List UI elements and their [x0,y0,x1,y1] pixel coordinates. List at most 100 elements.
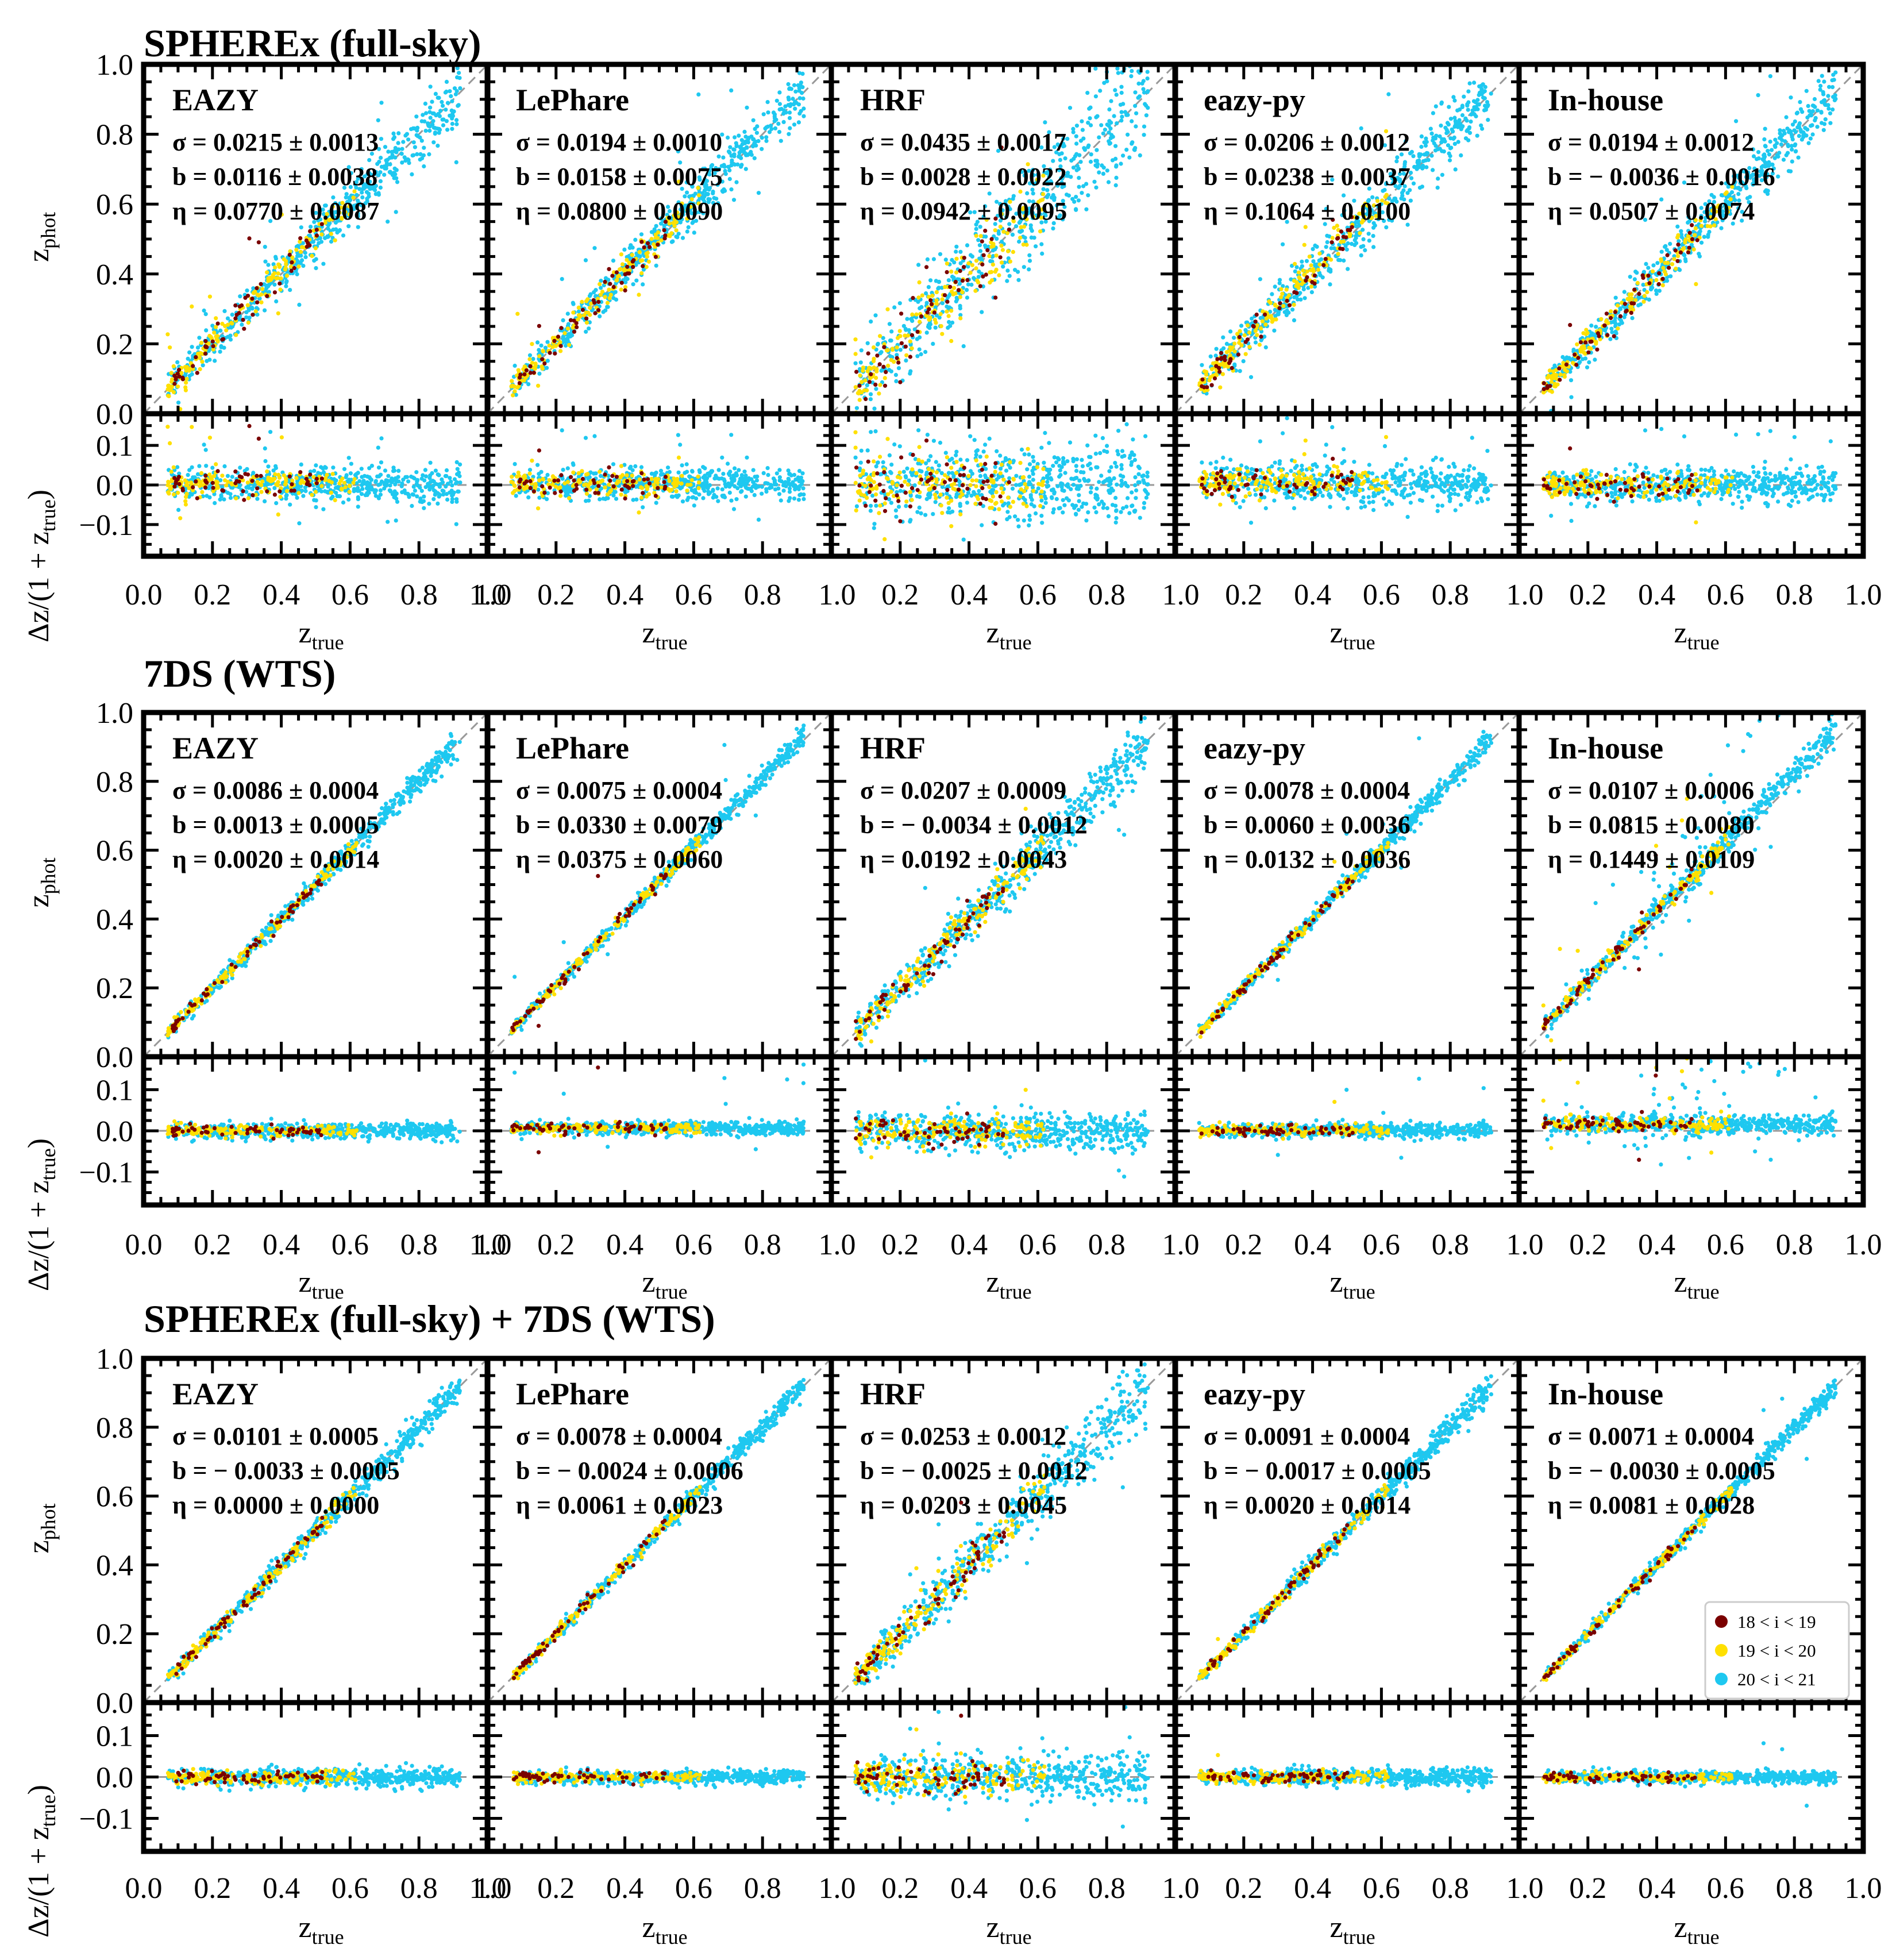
residual-point [522,473,527,478]
residual-point [356,495,360,500]
data-point [953,280,958,284]
residual-point [1011,478,1016,482]
data-point [676,200,681,205]
residual-point [571,461,575,466]
residual-point [1114,464,1119,469]
residual-point [1016,518,1020,522]
data-point [741,149,746,154]
data-point [926,323,931,328]
residual-point [1042,460,1046,465]
residual-point [1133,475,1138,480]
data-point [455,75,460,80]
residual-point [1062,488,1066,493]
data-point [378,179,383,183]
data-point [1007,274,1012,278]
residual-point [983,442,988,447]
data-point [914,312,919,317]
residual-point [333,498,337,503]
residual-point [911,453,915,457]
data-point [625,271,630,276]
residual-point [176,491,180,495]
residual-point [754,486,758,490]
residual-point [346,497,351,502]
residual-point [253,492,258,497]
data-point [450,99,454,103]
data-point [978,225,982,229]
residual-point [753,475,757,479]
residual-point [1027,513,1032,518]
residual-point [868,509,873,513]
data-point [423,129,428,133]
residual-point [1008,460,1012,464]
data-point [456,103,460,108]
residual-point [565,466,570,471]
residual-point [450,491,455,496]
data-point [904,358,908,363]
data-point [875,353,880,358]
residual-point [284,493,289,498]
residual-point [290,482,294,487]
data-point [214,316,218,321]
data-point [406,157,410,161]
residual-point [928,454,933,459]
y-axis-label-dz: Δz/(1 + ztrue) [22,490,60,642]
residual-point [428,460,433,465]
residual-point [878,503,882,508]
residual-point [427,485,432,490]
residual-point [284,496,288,501]
data-point [1114,93,1119,97]
residual-point [881,460,885,465]
data-point [313,246,318,251]
residual-point [999,486,1004,491]
residual-point [993,484,997,488]
data-point [309,225,313,229]
residual-point [354,481,359,486]
data-point [793,106,797,111]
residual-point [369,478,374,482]
residual-point [1130,504,1134,509]
data-point [274,276,279,281]
residual-point [722,477,726,482]
data-point [646,259,652,264]
residual-point [582,483,587,487]
data-point [207,346,212,351]
residual-point [1038,503,1043,509]
data-point [190,304,194,309]
residual-point [987,485,992,490]
residual-point [510,480,515,485]
residual-point [1109,478,1113,483]
data-point [524,368,529,373]
data-point [1038,229,1043,234]
data-point [965,295,969,300]
data-point [623,288,627,292]
data-point [273,265,278,269]
data-point [1119,161,1123,166]
residual-point [558,489,563,494]
data-point [223,324,228,329]
data-point [641,282,645,287]
data-point [512,384,517,389]
residual-point [346,456,351,460]
data-point [576,305,581,310]
residual-point [975,495,980,499]
data-point [255,300,260,305]
data-point [985,248,990,253]
residual-point [962,465,966,470]
residual-point [958,457,963,462]
data-point [777,90,782,95]
residual-point [646,477,650,482]
data-point [1145,76,1150,81]
data-point [857,398,862,402]
residual-point [390,479,395,483]
data-point [288,249,292,253]
residual-point [904,504,908,509]
residual-point [255,480,260,484]
data-point [599,279,603,283]
residual-point [415,478,420,482]
residual-point [1035,465,1039,469]
data-point [431,111,436,116]
data-point [1131,30,1135,34]
data-point [934,301,939,306]
residual-point [980,486,985,491]
residual-point [410,503,414,509]
